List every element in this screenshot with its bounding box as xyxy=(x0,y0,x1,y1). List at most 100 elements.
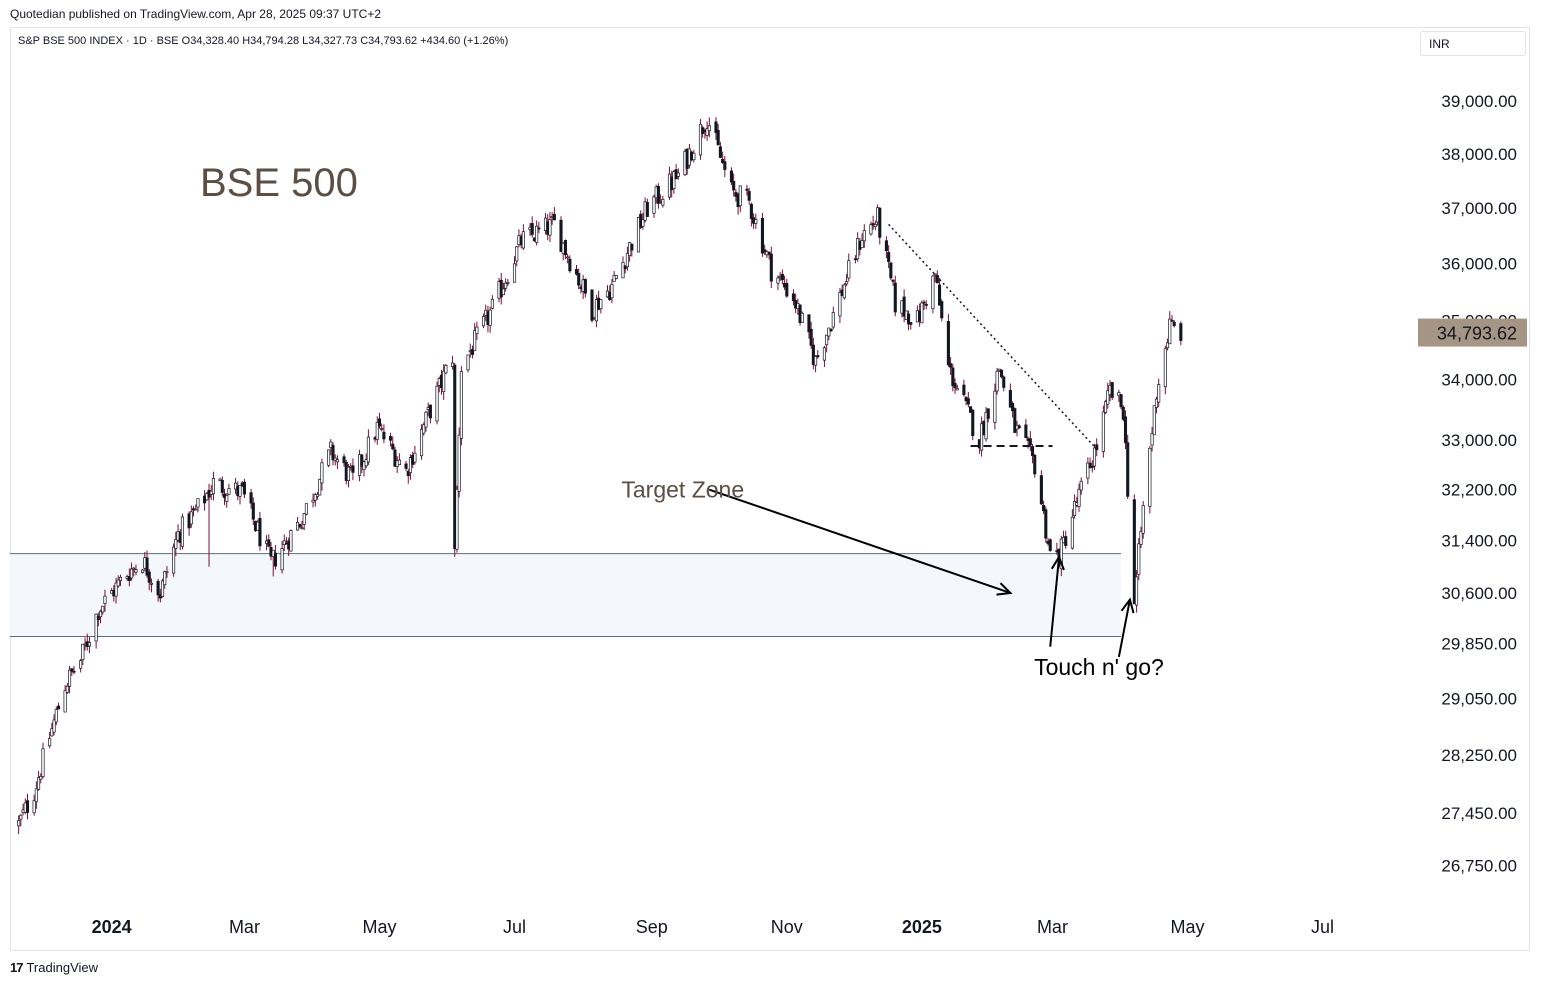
candle-body xyxy=(335,459,339,463)
candle-body xyxy=(623,265,627,270)
candle-body xyxy=(103,595,107,604)
candle-body xyxy=(922,301,926,304)
candle-body xyxy=(442,370,446,393)
candle-body xyxy=(249,492,253,504)
candle-body xyxy=(94,613,98,642)
candle-body xyxy=(590,289,594,321)
candle-body xyxy=(955,388,959,391)
candle-body xyxy=(315,494,320,497)
candle-body xyxy=(1044,509,1048,539)
candle-body xyxy=(530,223,534,235)
candle-body xyxy=(194,508,198,511)
candle-body xyxy=(716,129,720,146)
last-price-tag xyxy=(1418,318,1527,347)
candle-body xyxy=(887,252,891,262)
currency-selector[interactable]: INR xyxy=(1420,31,1526,56)
candle-body xyxy=(566,256,570,259)
candle-body xyxy=(163,571,167,586)
candle-body xyxy=(364,459,368,467)
publisher-line: Quotedian published on TradingView.com, … xyxy=(10,7,382,21)
y-axis-tick-label: 26,750.00 xyxy=(1441,857,1517,876)
candle-body xyxy=(692,152,696,161)
candle-body xyxy=(346,466,351,481)
candle-body xyxy=(1150,433,1154,446)
candle-body xyxy=(141,569,145,573)
candle-body xyxy=(884,240,888,252)
candle-body xyxy=(763,249,767,252)
candle-body xyxy=(512,263,517,283)
x-axis-tick-label: Mar xyxy=(1037,917,1068,937)
candle-body xyxy=(282,540,286,546)
candle-body xyxy=(313,494,317,501)
candle-body xyxy=(160,580,165,598)
x-axis-tick-label: 2024 xyxy=(92,917,132,937)
target-zone-fill xyxy=(10,553,1122,637)
candle-body xyxy=(72,670,76,673)
candle-body xyxy=(1070,516,1074,549)
candle-body xyxy=(1135,576,1139,606)
candle-body xyxy=(535,225,539,243)
candle-body xyxy=(780,273,784,281)
candle-body xyxy=(661,199,665,206)
candle-body xyxy=(907,313,911,325)
candle-body xyxy=(127,576,131,581)
candles-layer xyxy=(17,117,1183,835)
candle-body xyxy=(568,258,572,272)
candle-body xyxy=(1154,398,1159,408)
y-axis-tick-label: 32,200.00 xyxy=(1441,481,1517,500)
candle-body xyxy=(404,463,408,469)
candle-body xyxy=(172,546,176,574)
candle-body xyxy=(625,253,629,268)
candle-body xyxy=(54,709,58,723)
candle-body xyxy=(304,503,308,515)
candle-body xyxy=(548,219,552,236)
candle-body xyxy=(327,449,331,466)
candle-body xyxy=(218,478,222,481)
candle-body xyxy=(311,499,315,503)
candle-body xyxy=(993,390,997,423)
drawings-layer xyxy=(708,223,1135,658)
candle-body xyxy=(594,299,598,322)
candle-body xyxy=(81,643,85,661)
candle-body xyxy=(1017,425,1021,429)
annotation-arrow-head xyxy=(1050,554,1065,571)
candle-body xyxy=(537,227,541,230)
candle-body xyxy=(749,203,753,219)
candle-body xyxy=(515,246,519,262)
candle-body xyxy=(838,292,842,317)
y-axis-tick-label: 33,000.00 xyxy=(1441,431,1517,450)
y-axis-tick-label: 29,850.00 xyxy=(1441,634,1517,653)
chart-title: BSE 500 xyxy=(200,161,358,205)
candle-body xyxy=(377,418,382,427)
tradingview-logo[interactable]: 17 TradingView xyxy=(10,960,98,975)
candle-body xyxy=(1086,462,1090,479)
candle-body xyxy=(101,605,105,613)
candle-body xyxy=(1163,348,1167,388)
candle-body xyxy=(1101,411,1105,452)
candle-body xyxy=(382,431,386,440)
candle-body xyxy=(641,219,645,227)
chart-frame xyxy=(10,27,1530,951)
candle-body xyxy=(453,364,457,549)
candle-body xyxy=(1170,319,1174,322)
candle-body xyxy=(931,275,935,310)
candle-body xyxy=(393,449,397,467)
candle-body xyxy=(79,660,83,669)
candle-body xyxy=(745,188,749,191)
candle-body xyxy=(444,365,448,374)
x-axis-tick-label: Sep xyxy=(636,917,668,937)
candle-body xyxy=(302,513,306,525)
candle-body xyxy=(827,327,831,337)
x-axis-tick-label: May xyxy=(1170,917,1204,937)
y-axis-tick-label: 27,450.00 xyxy=(1441,804,1517,823)
candle-body xyxy=(318,479,322,496)
candle-body xyxy=(180,516,185,547)
candle-body xyxy=(422,424,426,434)
candle-body xyxy=(68,669,72,687)
candle-body xyxy=(490,298,494,309)
candle-body xyxy=(145,557,149,576)
candle-body xyxy=(721,158,725,164)
x-axis-tick-label: Jul xyxy=(503,917,526,937)
candle-body xyxy=(949,363,953,368)
